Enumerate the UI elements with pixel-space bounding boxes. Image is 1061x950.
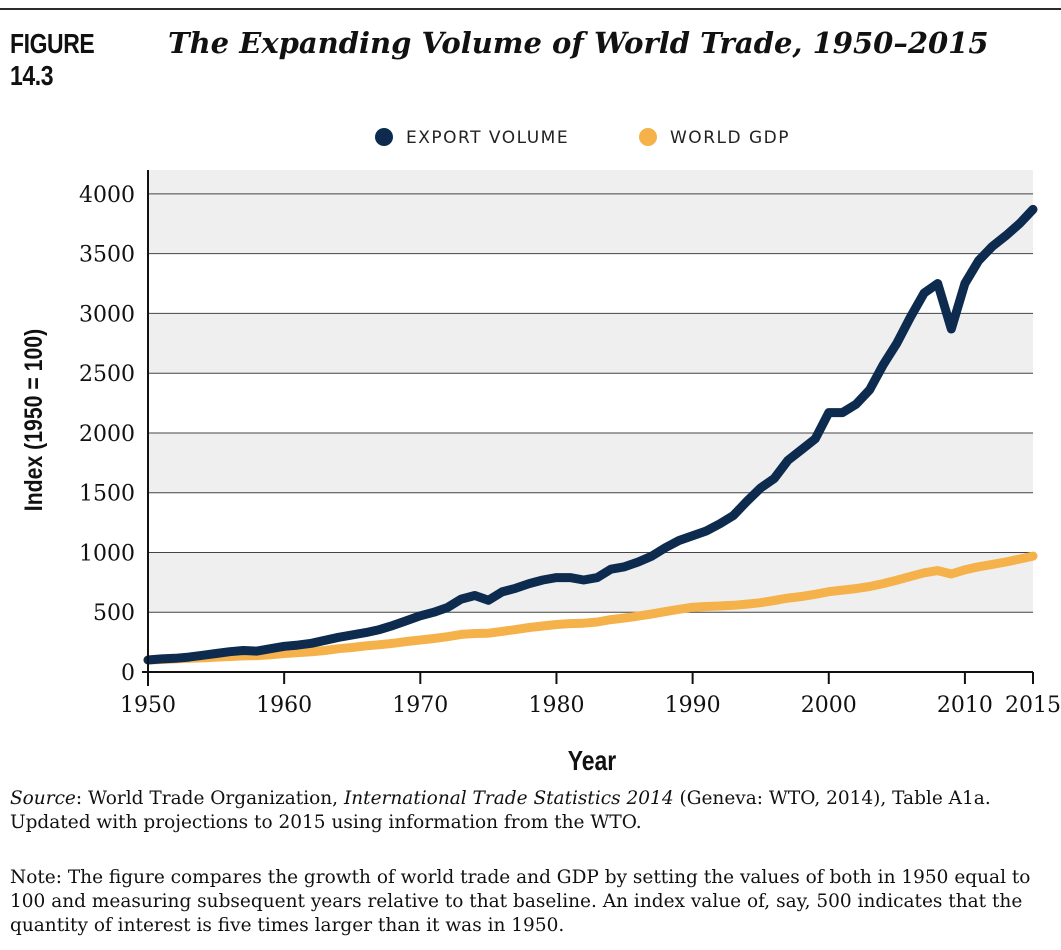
x-axis-title: Year bbox=[568, 746, 617, 777]
x-tick-label: 1950 bbox=[120, 693, 176, 718]
x-tick-label: 1990 bbox=[665, 693, 721, 718]
gridlines bbox=[148, 193, 1033, 613]
y-tick-label: 2500 bbox=[79, 362, 135, 387]
y-tick-label: 3500 bbox=[79, 243, 135, 268]
source-text-2: (Geneva: WTO, 2014), Table A1a. bbox=[673, 788, 991, 809]
source-text-1: : World Trade Organization, bbox=[75, 788, 344, 809]
grid-bands bbox=[148, 170, 1033, 613]
y-tick-label: 1500 bbox=[79, 482, 135, 507]
y-tick-label: 3000 bbox=[79, 302, 135, 327]
legend-marker bbox=[375, 128, 393, 146]
legend-label: EXPORT VOLUME bbox=[406, 128, 569, 148]
y-tick-label: 0 bbox=[121, 661, 135, 686]
figure-label: FIGURE 14.3 bbox=[10, 28, 95, 91]
x-tick-label: 2010 bbox=[937, 693, 993, 718]
figure-header: FIGURE 14.3 The Expanding Volume of Worl… bbox=[10, 26, 989, 91]
y-tick-labels: 0 500 1000 1500 2000 2500 3000 3500 4000 bbox=[79, 183, 135, 686]
series-lines bbox=[143, 204, 1038, 665]
top-rule bbox=[0, 8, 1061, 10]
chart: 0 500 1000 1500 2000 2500 3000 3500 4000 1950 196… bbox=[19, 128, 1061, 777]
series-line-export-volume bbox=[143, 204, 1038, 665]
source-note: Source: World Trade Organization, Intern… bbox=[10, 787, 1055, 835]
y-tick-label: 4000 bbox=[79, 183, 135, 208]
y-tick-label: 500 bbox=[93, 601, 135, 626]
x-tick-label: 1960 bbox=[256, 693, 312, 718]
legend-marker bbox=[639, 128, 657, 146]
x-tick-label: 1970 bbox=[392, 693, 448, 718]
x-tick-label: 2015 bbox=[1005, 693, 1061, 718]
x-tick-label: 1980 bbox=[528, 693, 584, 718]
x-tick-labels: 1950 1960 1970 1980 1990 2000 2010 2015 bbox=[120, 672, 1061, 718]
figure-title: The Expanding Volume of World Trade, 195… bbox=[168, 26, 989, 60]
legend-label: WORLD GDP bbox=[670, 128, 790, 148]
series-line-world-gdp bbox=[143, 551, 1038, 665]
legend: EXPORT VOLUME WORLD GDP bbox=[375, 128, 790, 148]
source-publication: International Trade Statistics 2014 bbox=[343, 788, 674, 809]
grid-band bbox=[148, 170, 1033, 194]
x-tick-label: 2000 bbox=[801, 693, 857, 718]
source-text-3: Updated with projections to 2015 using i… bbox=[10, 812, 642, 833]
grid-band bbox=[148, 432, 1033, 493]
grid-band bbox=[148, 193, 1033, 254]
figure-note: Note: The figure compares the growth of … bbox=[10, 867, 1031, 936]
y-axis-title: Index (1950 = 100) bbox=[19, 329, 47, 511]
axes bbox=[142, 170, 1033, 686]
source-label: Source bbox=[10, 788, 76, 809]
y-tick-label: 1000 bbox=[79, 541, 135, 566]
y-tick-label: 2000 bbox=[79, 422, 135, 447]
